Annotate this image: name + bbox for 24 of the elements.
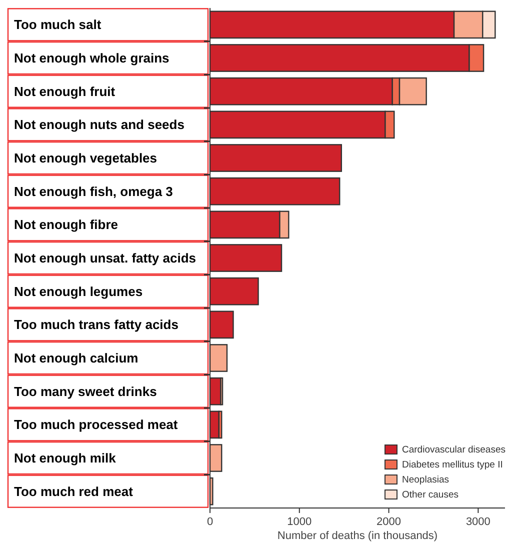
- x-tick-label: 3000: [466, 516, 490, 528]
- x-tick-label: 2000: [376, 516, 402, 528]
- y-tick-label: Too much trans fatty acids: [14, 317, 178, 332]
- x-tick-label: 1000: [287, 516, 312, 528]
- y-tick-label: Too much processed meat: [14, 417, 178, 432]
- y-tick-label: Not enough fibre: [14, 217, 118, 232]
- legend-label: Cardiovascular diseases: [402, 444, 506, 456]
- y-tick-label: Not enough fruit: [14, 84, 116, 99]
- y-tick-label: Too much salt: [14, 17, 102, 32]
- y-tick-label: Not enough calcium: [14, 350, 138, 366]
- y-tick-label: Not enough nuts and seeds: [14, 117, 184, 132]
- legend-label: Diabetes mellitus type II: [402, 460, 503, 470]
- x-axis-title: Number of deaths (in thousands): [277, 530, 438, 542]
- legend-label: Neoplasias: [402, 474, 450, 486]
- y-tick-label: Not enough unsat. fatty acids: [14, 250, 196, 266]
- legend-label: Other causes: [402, 490, 459, 500]
- y-tick-label: Not enough vegetables: [14, 150, 158, 166]
- y-tick-label: Too much red meat: [14, 484, 134, 499]
- y-tick-label: Not enough fish, omega 3: [14, 184, 173, 199]
- y-tick-label: Too many sweet drinks: [14, 384, 157, 399]
- y-tick-label: Not enough legumes: [14, 284, 143, 299]
- y-tick-label: Not enough whole grains: [14, 50, 170, 66]
- y-tick-label: Not enough milk: [14, 450, 117, 466]
- x-tick-label: 0: [206, 516, 214, 528]
